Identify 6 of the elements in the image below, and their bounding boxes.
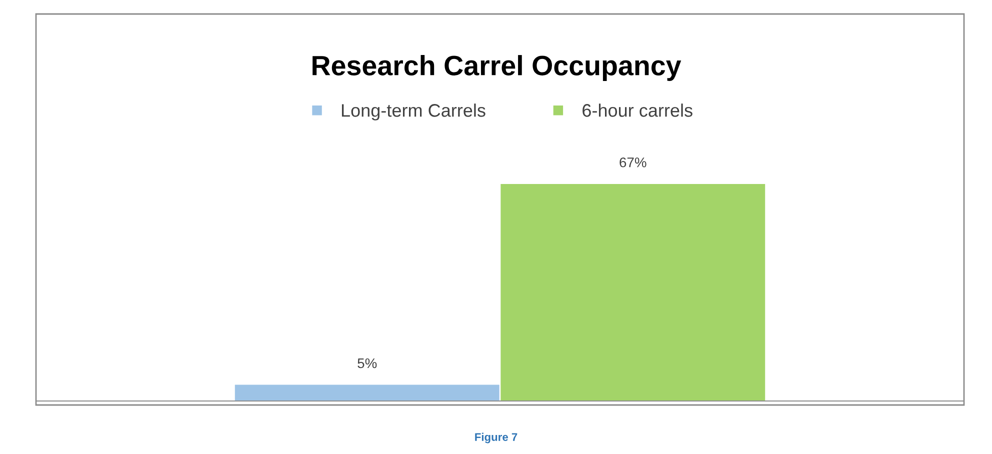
legend-label: Long-term Carrels <box>342 104 486 120</box>
caption: Figure 7 <box>475 432 518 444</box>
chart-title: Research Carrel Occupancy <box>312 55 682 81</box>
data-label: 67% <box>620 157 646 168</box>
legend-label: 6-hour carrels <box>582 104 692 117</box>
data-label: 5% <box>358 358 377 368</box>
